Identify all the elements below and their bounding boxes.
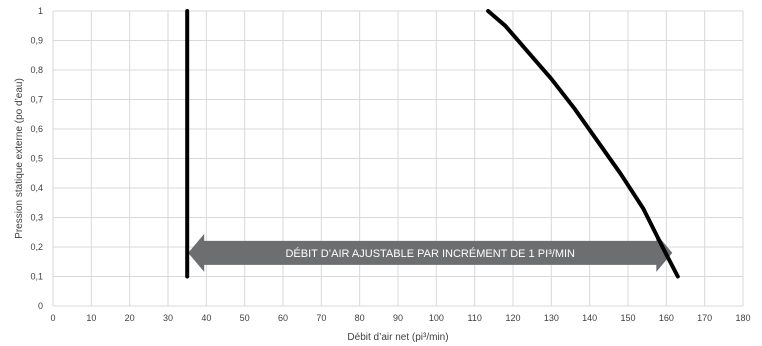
annotation-text: DÉBIT D’AIR AJUSTABLE PAR INCRÉMENT DE 1… (285, 247, 575, 260)
x-tick-label: 140 (582, 313, 597, 323)
y-tick-label: 0,3 (30, 213, 43, 223)
y-tick-labels: 0 0,1 0,2 0,3 0,4 0,5 0,6 0,7 0,8 0,9 1 (30, 6, 43, 311)
y-tick-label: 0,5 (30, 154, 43, 164)
x-tick-label: 70 (316, 313, 326, 323)
x-tick-label: 150 (620, 313, 635, 323)
x-tick-label: 110 (467, 313, 481, 323)
x-tick-label: 170 (697, 313, 712, 323)
x-tick-label: 100 (429, 313, 444, 323)
y-tick-label: 0,8 (30, 65, 43, 75)
x-tick-label: 160 (659, 313, 674, 323)
y-tick-label: 0,6 (30, 124, 43, 134)
y-tick-label: 0,1 (30, 272, 43, 282)
annotation-arrow (188, 233, 673, 272)
x-tick-label: 60 (278, 313, 288, 323)
y-tick-label: 0,7 (30, 95, 43, 105)
x-tick-label: 20 (125, 313, 135, 323)
x-axis-label: Débit d’air net (pi³/min) (347, 332, 448, 343)
x-tick-label: 30 (163, 313, 173, 323)
x-tick-label: 0 (50, 313, 55, 323)
x-tick-label: 90 (393, 313, 403, 323)
x-tick-label: 10 (86, 313, 96, 323)
x-tick-labels: 0 10 20 30 40 50 60 70 80 90 100 110 120 130 140 150 160… (50, 313, 750, 323)
y-tick-label: 0,9 (30, 36, 43, 46)
y-axis-label: Pression statique externe (po d’eau) (14, 78, 25, 239)
x-tick-label: 180 (735, 313, 750, 323)
x-tick-label: 40 (201, 313, 211, 323)
x-tick-label: 50 (240, 313, 250, 323)
y-tick-label: 1 (38, 6, 43, 16)
x-tick-label: 130 (544, 313, 559, 323)
series-line-2 (486, 9, 680, 279)
y-tick-label: 0,2 (30, 242, 43, 252)
y-tick-label: 0 (38, 301, 43, 311)
x-tick-label: 120 (505, 313, 520, 323)
x-tick-label: 80 (355, 313, 365, 323)
annotation-arrow-group (188, 233, 673, 272)
series-group (185, 9, 680, 279)
y-tick-label: 0,4 (30, 183, 43, 193)
